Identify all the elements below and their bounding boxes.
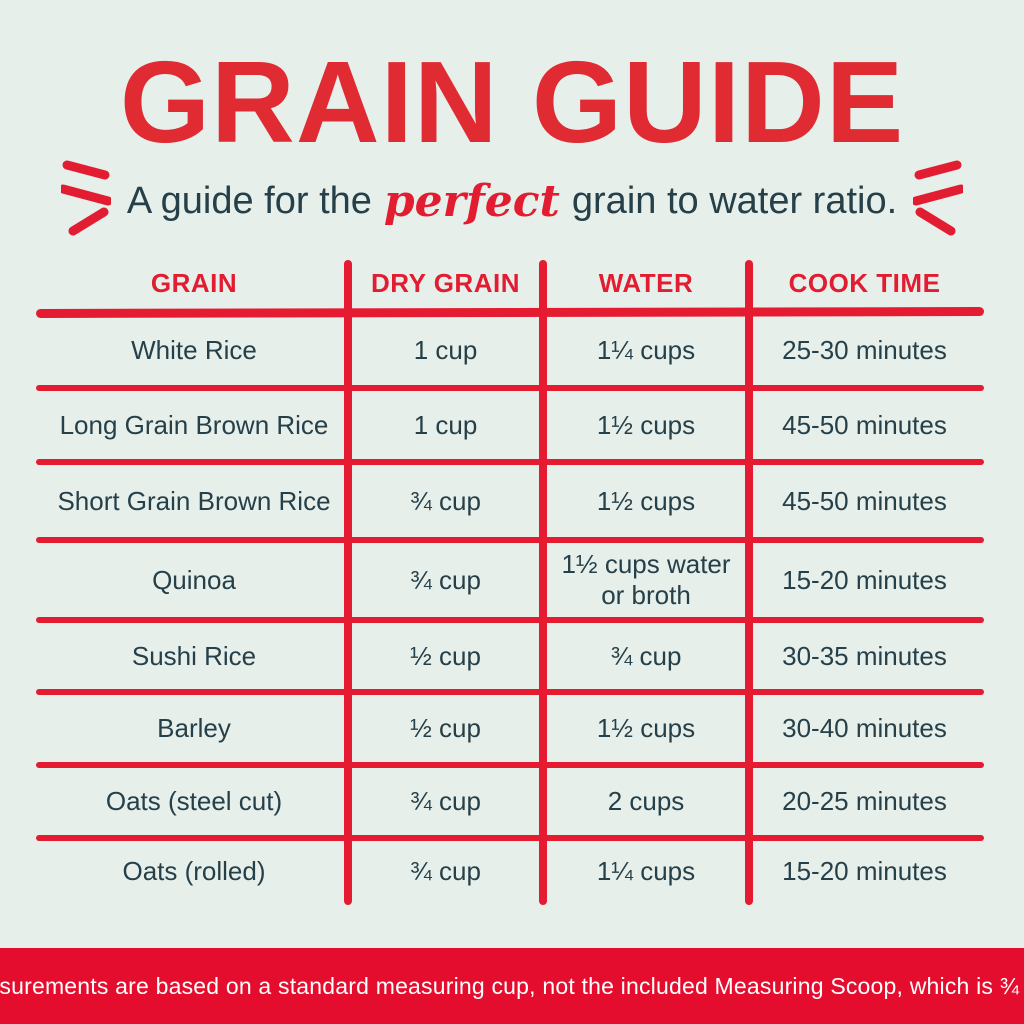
cell-cook-time: 25-30 minutes [782,335,947,366]
footer-banner: Measurements are based on a standard mea… [0,948,1024,1024]
cell-cook-time: 30-40 minutes [782,713,947,744]
page-title: GRAIN GUIDE [119,37,905,167]
subtitle-text: A guide for the perfect grain to water r… [126,173,898,227]
cell-cook-time: 15-20 minutes [782,856,947,887]
cell-grain: Short Grain Brown Rice [57,485,331,516]
footer-note: Measurements are based on a standard mea… [0,972,1024,999]
subtitle: A guide for the perfect grain to water r… [0,156,1024,240]
cell-grain: Oats (steel cut) [105,786,283,817]
table-column-rule [745,260,753,905]
column-header-dry-grain: DRY GRAIN [371,268,520,298]
table-row-rule [36,689,984,695]
cell-water: ¾ cup [610,640,682,671]
cell-grain: Long Grain Brown Rice [59,409,329,440]
table-column-rule [344,260,352,905]
cell-cook-time: 20-25 minutes [782,786,947,817]
cell-cook-time: 45-50 minutes [782,409,947,440]
cell-water: 1½ cups water or broth [561,549,731,610]
cell-dry-grain: 1 cup [413,335,478,366]
cell-water: 1¼ cups [596,856,696,887]
emphasis-right-icon [913,160,964,236]
cell-grain: White Rice [131,335,257,366]
cell-dry-grain: ¾ cup [410,786,481,817]
cell-water: 1¼ cups [596,335,696,366]
cell-grain: Barley [157,713,231,744]
subtitle-highlight: perfect [383,175,560,227]
cell-grain: Oats (rolled) [122,856,266,887]
table-row-rule [36,459,984,465]
table-row-rule [36,835,984,841]
cell-dry-grain: ½ cup [410,640,481,671]
cell-water: 2 cups [607,786,685,817]
column-header-water: WATER [598,268,694,298]
cell-water: 1½ cups [596,409,696,440]
table-row-rule [36,762,984,768]
subtitle-prefix: A guide for the [126,179,372,222]
grain-table: GRAIN DRY GRAIN WATER COOK TIME White Ri… [40,260,980,905]
table-row-rule [36,385,984,391]
emphasis-left-icon [60,160,111,236]
cell-water: 1½ cups [596,485,696,516]
cell-cook-time: 45-50 minutes [782,485,947,516]
cell-dry-grain: ¾ cup [410,485,481,516]
cell-dry-grain: ¾ cup [410,564,481,595]
table-column-rule [539,260,547,905]
cell-cook-time: 30-35 minutes [782,640,947,671]
table-row-rule [36,617,984,623]
cell-cook-time: 15-20 minutes [782,564,947,595]
cell-dry-grain: ½ cup [410,713,481,744]
column-header-grain: GRAIN [150,268,238,298]
column-header-cook-time: COOK TIME [788,268,941,298]
cell-water: 1½ cups [596,713,696,744]
cell-grain: Sushi Rice [131,640,257,671]
subtitle-suffix: grain to water ratio. [571,179,898,222]
cell-grain: Quinoa [152,564,236,595]
table-row-rule [36,537,984,543]
cell-dry-grain: 1 cup [413,409,478,440]
cell-dry-grain: ¾ cup [410,856,481,887]
